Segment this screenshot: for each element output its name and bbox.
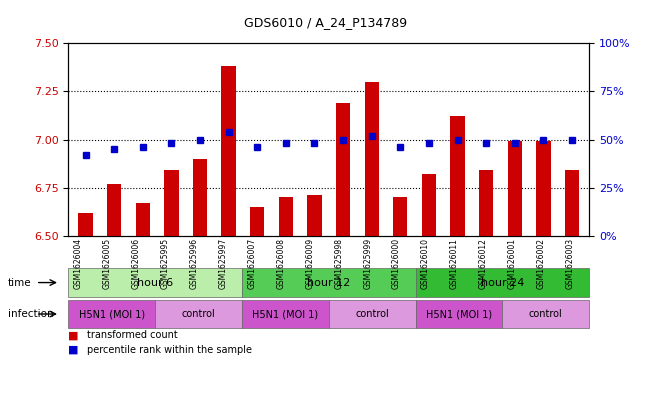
- Text: GSM1625998: GSM1625998: [334, 238, 343, 289]
- Bar: [565, 170, 579, 236]
- Bar: [422, 174, 436, 236]
- Bar: [193, 159, 207, 236]
- Bar: [336, 103, 350, 236]
- Text: GSM1626004: GSM1626004: [74, 238, 83, 289]
- Text: GSM1626003: GSM1626003: [566, 238, 575, 289]
- Bar: [508, 141, 522, 236]
- Text: H5N1 (MOI 1): H5N1 (MOI 1): [253, 309, 318, 319]
- Text: GDS6010 / A_24_P134789: GDS6010 / A_24_P134789: [244, 17, 407, 29]
- Text: control: control: [182, 309, 215, 319]
- Text: GSM1626005: GSM1626005: [103, 238, 112, 289]
- Text: GSM1625997: GSM1625997: [219, 238, 227, 289]
- Bar: [479, 170, 493, 236]
- Text: control: control: [355, 309, 389, 319]
- Bar: [393, 197, 408, 236]
- Text: hour 6: hour 6: [137, 277, 173, 288]
- Text: GSM1626002: GSM1626002: [537, 238, 546, 289]
- Bar: [450, 116, 465, 236]
- Text: hour 12: hour 12: [307, 277, 350, 288]
- Text: GSM1625999: GSM1625999: [363, 238, 372, 289]
- Text: ■: ■: [68, 330, 79, 340]
- Text: GSM1626000: GSM1626000: [392, 238, 401, 289]
- Bar: [365, 82, 379, 236]
- Text: percentile rank within the sample: percentile rank within the sample: [87, 345, 251, 355]
- Bar: [107, 184, 121, 236]
- Text: H5N1 (MOI 1): H5N1 (MOI 1): [426, 309, 492, 319]
- Text: hour 24: hour 24: [480, 277, 524, 288]
- Bar: [250, 207, 264, 236]
- Text: H5N1 (MOI 1): H5N1 (MOI 1): [79, 309, 145, 319]
- Text: GSM1626009: GSM1626009: [305, 238, 314, 289]
- Text: GSM1626001: GSM1626001: [508, 238, 517, 289]
- Bar: [307, 195, 322, 236]
- Text: ■: ■: [68, 345, 79, 355]
- Text: GSM1626010: GSM1626010: [421, 238, 430, 289]
- Text: GSM1626012: GSM1626012: [479, 238, 488, 288]
- Bar: [536, 141, 551, 236]
- Bar: [164, 170, 178, 236]
- Bar: [279, 197, 293, 236]
- Bar: [135, 203, 150, 236]
- Text: time: time: [8, 277, 31, 288]
- Bar: [221, 66, 236, 236]
- Text: GSM1626006: GSM1626006: [132, 238, 141, 289]
- Text: GSM1625996: GSM1625996: [189, 238, 199, 289]
- Text: infection: infection: [8, 309, 53, 319]
- Bar: [78, 213, 92, 236]
- Text: GSM1625995: GSM1625995: [161, 238, 170, 289]
- Text: control: control: [529, 309, 562, 319]
- Text: GSM1626007: GSM1626007: [247, 238, 256, 289]
- Text: GSM1626011: GSM1626011: [450, 238, 459, 288]
- Text: transformed count: transformed count: [87, 330, 177, 340]
- Text: GSM1626008: GSM1626008: [277, 238, 285, 289]
